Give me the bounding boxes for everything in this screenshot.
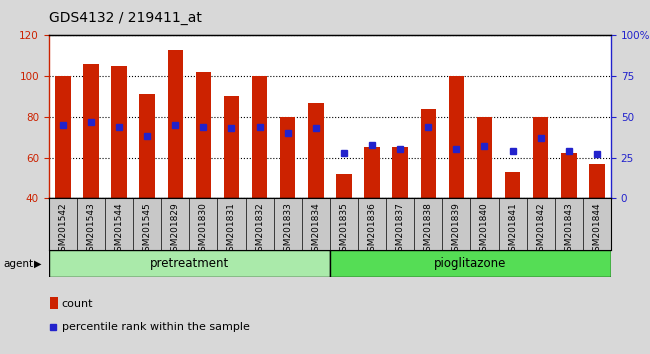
Bar	[589, 164, 604, 198]
Text: GSM201839: GSM201839	[452, 202, 461, 257]
Text: pretreatment: pretreatment	[150, 257, 229, 270]
Text: GSM201830: GSM201830	[199, 202, 208, 257]
Text: GSM201545: GSM201545	[142, 202, 151, 257]
Text: GDS4132 / 219411_at: GDS4132 / 219411_at	[49, 11, 202, 25]
Text: GSM201544: GSM201544	[114, 202, 124, 257]
Bar	[168, 50, 183, 198]
Text: GSM201832: GSM201832	[255, 202, 264, 257]
Bar	[280, 117, 296, 198]
Bar	[83, 64, 99, 198]
Bar	[364, 147, 380, 198]
Text: GSM201829: GSM201829	[171, 202, 180, 257]
Bar	[196, 72, 211, 198]
Text: ▶: ▶	[34, 259, 42, 269]
Bar	[51, 297, 57, 309]
Bar	[533, 117, 549, 198]
FancyBboxPatch shape	[330, 250, 611, 277]
Text: GSM201833: GSM201833	[283, 202, 292, 257]
Bar	[111, 66, 127, 198]
Text: GSM201843: GSM201843	[564, 202, 573, 257]
Text: GSM201831: GSM201831	[227, 202, 236, 257]
Text: GSM201834: GSM201834	[311, 202, 320, 257]
Bar	[505, 172, 521, 198]
Bar	[308, 103, 324, 198]
Bar	[252, 76, 267, 198]
Bar	[448, 76, 464, 198]
Bar	[561, 154, 577, 198]
Bar	[55, 76, 71, 198]
Text: pioglitazone: pioglitazone	[434, 257, 506, 270]
Text: GSM201844: GSM201844	[592, 202, 601, 257]
Text: GSM201542: GSM201542	[58, 202, 68, 257]
Bar	[336, 174, 352, 198]
FancyBboxPatch shape	[49, 250, 330, 277]
Text: GSM201840: GSM201840	[480, 202, 489, 257]
Text: GSM201837: GSM201837	[396, 202, 405, 257]
Text: GSM201841: GSM201841	[508, 202, 517, 257]
Text: GSM201835: GSM201835	[339, 202, 348, 257]
Bar	[476, 117, 492, 198]
Text: agent: agent	[3, 259, 33, 269]
Bar	[421, 109, 436, 198]
Text: GSM201842: GSM201842	[536, 202, 545, 257]
Text: GSM201838: GSM201838	[424, 202, 433, 257]
Bar	[139, 95, 155, 198]
Text: GSM201836: GSM201836	[367, 202, 376, 257]
Bar	[393, 147, 408, 198]
Text: count: count	[62, 299, 93, 309]
Bar	[224, 96, 239, 198]
Text: percentile rank within the sample: percentile rank within the sample	[62, 322, 250, 332]
Text: GSM201543: GSM201543	[86, 202, 96, 257]
